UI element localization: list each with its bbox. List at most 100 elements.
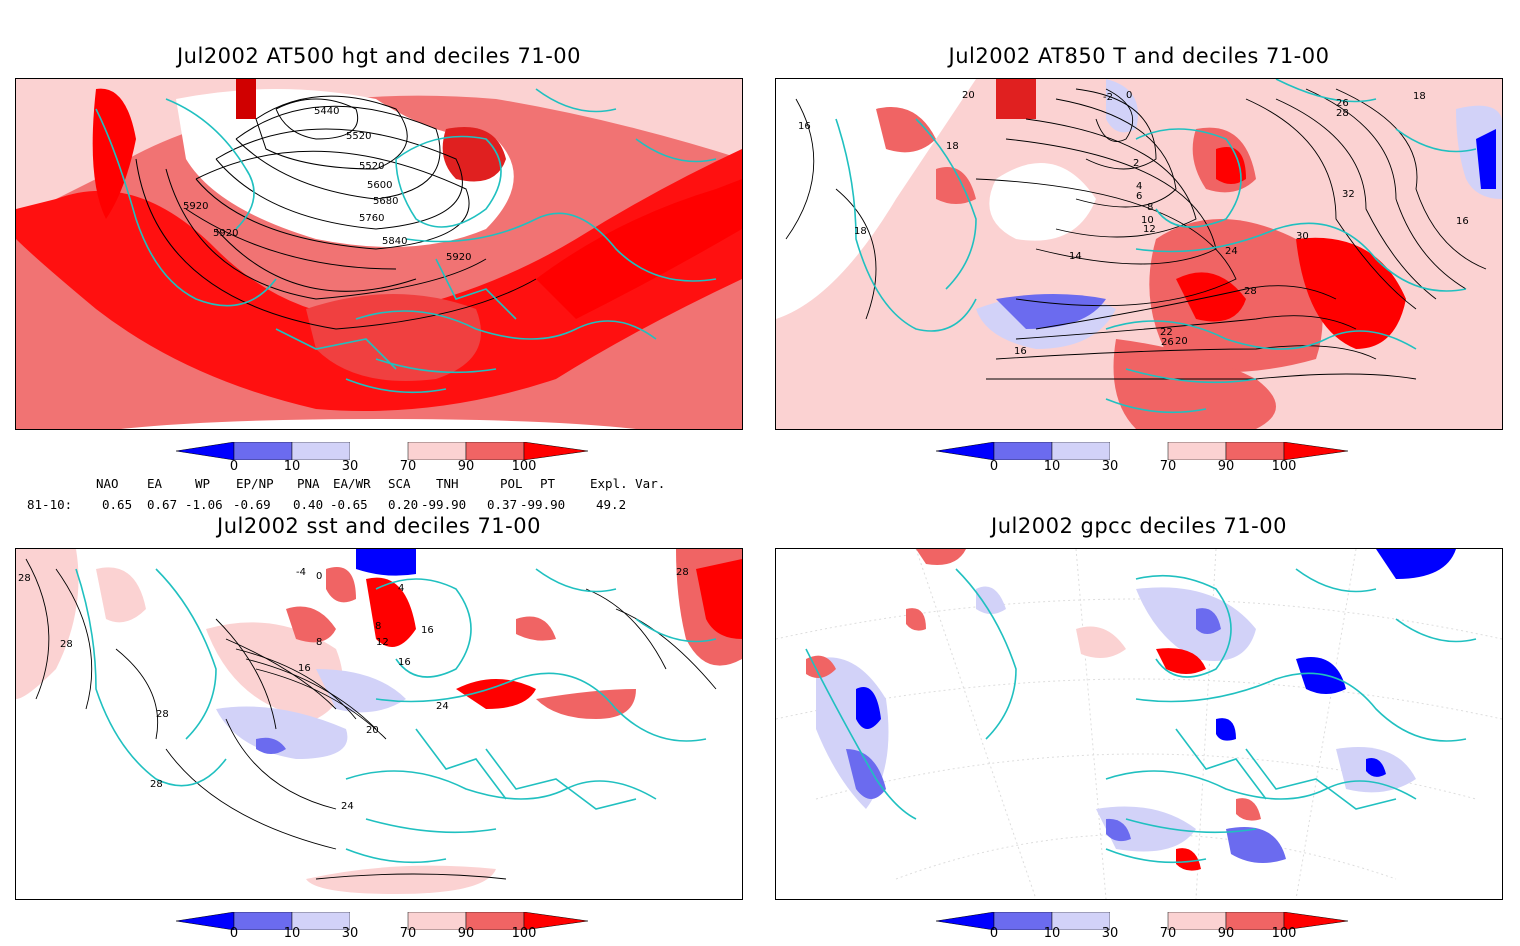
colorbar-tick: 90 [1217,926,1235,941]
contour-label: 18 [1413,91,1426,102]
contour-label: 18 [946,141,959,152]
index-value: 0.40 [293,497,324,512]
contour-label: 28 [1336,108,1349,119]
colorbar-swatches [936,442,1348,460]
colorbar-850t: 0 10 30 70 90 100 [936,442,1348,476]
colorbar-sst: 0 10 30 70 90 100 [176,912,588,946]
index-header: TNH [436,476,459,491]
index-header: EA [147,476,163,491]
colorbar-tick: 100 [1271,926,1297,941]
index-header: EP/NP [236,476,274,491]
colorbar-tick: 0 [229,926,239,941]
index-value: -1.06 [185,497,223,512]
colorbar-gpcc: 0 10 30 70 90 100 [936,912,1348,946]
colorbar-tick: 100 [511,459,537,474]
map-850t: -2 0 2 4 6 8 10 12 14 16 16 16 18 18 18 … [776,79,1502,429]
contour-label: 28 [150,779,163,790]
index-header: NAO [96,476,119,491]
contour-label: 8 [375,621,381,632]
contour-label: 28 [156,709,169,720]
colorbar-tick: 90 [457,459,475,474]
index-header: WP [195,476,211,491]
colorbar-tick: 10 [1043,926,1061,941]
contour-label: 14 [1069,251,1082,262]
contour-label: 5520 [359,161,384,172]
colorbar-tick: 70 [399,459,417,474]
colorbar-tick: 10 [283,926,301,941]
map-panel-500hgt: 5440 5520 5520 5600 5680 5760 5840 5920 … [15,78,743,430]
index-value: -0.65 [330,497,368,512]
contour-label: 5440 [314,106,339,117]
contour-label: 24 [341,801,354,812]
contour-label: 26 [1336,98,1349,109]
index-header: POL [500,476,523,491]
contour-label: 5920 [213,228,238,239]
index-value: 49.2 [596,497,627,512]
colorbar-tick: 10 [283,459,301,474]
contour-label: 2 [1133,158,1139,169]
contour-label: 8 [316,637,322,648]
map-panel-gpcc [775,548,1503,900]
contour-label: 28 [1244,286,1257,297]
contour-label: 5520 [346,131,371,142]
colorbar-tick: 30 [341,459,359,474]
index-row-label: 81-10: [27,497,73,512]
map-panel-850t: -2 0 2 4 6 8 10 12 14 16 16 16 18 18 18 … [775,78,1503,430]
contour-label: 24 [1225,246,1238,257]
colorbar-swatches [176,912,588,930]
contour-label: 5920 [183,201,208,212]
contour-label: 16 [798,121,811,132]
index-value: 0.37 [487,497,518,512]
map-panel-sst: 28 28 28 28 28 24 20 16 12 8 8 4 0 -4 16… [15,548,743,900]
contour-label: 20 [1175,336,1188,347]
colorbar-tick: 30 [1101,926,1119,941]
contour-label: 18 [854,226,867,237]
colorbar-swatches [176,442,588,460]
contour-label: 16 [421,625,434,636]
colorbar-swatches [936,912,1348,930]
index-header: Expl. Var. [590,476,666,491]
contour-label: 28 [60,639,73,650]
index-value: 0.65 [102,497,133,512]
map-sst: 28 28 28 28 28 24 20 16 12 8 8 4 0 -4 16… [16,549,742,899]
colorbar-tick: 0 [989,459,999,474]
contour-label: 0 [316,571,322,582]
contour-label: 10 [1141,215,1154,226]
contour-label: 16 [1456,216,1469,227]
index-header: PT [540,476,556,491]
colorbar-tick: 100 [511,926,537,941]
panel-title-gpcc: Jul2002 gpcc deciles 71-00 [991,514,1287,538]
colorbar-tick: 90 [1217,459,1235,474]
panel-title-500hgt: Jul2002 AT500 hgt and deciles 71-00 [176,44,582,68]
contour-label: 30 [1296,231,1309,242]
contour-label: 8 [1147,202,1153,213]
contour-label: 16 [298,663,311,674]
colorbar-tick: 70 [399,926,417,941]
colorbar-tick: 10 [1043,459,1061,474]
contour-label: 22 [1160,327,1173,338]
contour-label: 16 [398,657,411,668]
index-header: EA/WR [333,476,371,491]
contour-label: 20 [366,725,379,736]
index-value: -99.90 [520,497,566,512]
contour-label: 5680 [373,196,398,207]
contour-label: 28 [676,567,689,578]
colorbar-tick: 70 [1159,459,1177,474]
colorbar-500hgt: 0 10 30 70 90 100 [176,442,588,476]
colorbar-tick: 0 [229,459,239,474]
contour-label: 32 [1342,189,1355,200]
index-header: PNA [297,476,320,491]
contour-label: 26 [1161,337,1174,348]
contour-label: 12 [1143,224,1156,235]
colorbar-tick: 0 [989,926,999,941]
contour-label: -2 [1103,92,1113,103]
colorbar-tick: 30 [341,926,359,941]
contour-label: 4 [1136,181,1142,192]
contour-label: 5840 [382,236,407,247]
index-value: -0.69 [233,497,271,512]
contour-label: 4 [398,583,404,594]
colorbar-tick: 70 [1159,926,1177,941]
contour-label: 0 [1126,90,1132,101]
contour-label: 5600 [367,180,392,191]
contour-label: 5920 [446,252,471,263]
